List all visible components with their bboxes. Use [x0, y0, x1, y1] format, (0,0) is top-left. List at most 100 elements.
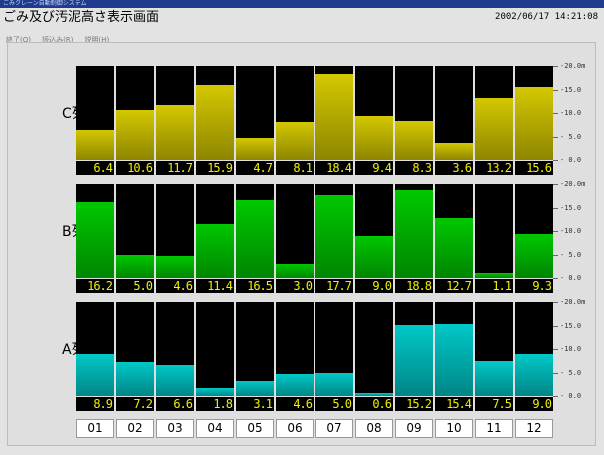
bar-b-12: [515, 184, 553, 278]
menu-bar: 終了(Q) 読込み(R) 説明(H): [6, 27, 115, 44]
bar-c-07: [315, 66, 353, 160]
bar-a-11: [475, 302, 513, 396]
bar-b-07: [315, 184, 353, 278]
bar-fill: [196, 85, 234, 160]
menu-help[interactable]: 説明(H): [84, 36, 110, 44]
bar-b-08: [355, 184, 393, 278]
bar-c-08: [355, 66, 393, 160]
readout-value: 15.6: [526, 161, 552, 175]
readout-c-08: 9.4: [355, 161, 393, 175]
bar-c-01: [76, 66, 114, 160]
readout-c-11: 13.2: [475, 161, 513, 175]
bar-chart-panel: C列 6.4 10.6 11.7 15.9 4.7 8.1 18.4 9.4 8.3 3.6 13.2…: [7, 42, 596, 446]
readout-value: 9.0: [532, 397, 552, 411]
readout-c-10: 3.6: [435, 161, 473, 175]
readout-value: 18.4: [326, 161, 352, 175]
bar-c-12: [515, 66, 553, 160]
bar-a-05: [236, 302, 274, 396]
column-number-12: 12: [515, 419, 553, 438]
readout-a-03: 6.6: [156, 397, 194, 411]
bar-fill: [116, 110, 154, 160]
readout-c-04: 15.9: [196, 161, 234, 175]
readout-value: 13.2: [486, 161, 512, 175]
bar-c-02: [116, 66, 154, 160]
axis-tick: [553, 207, 558, 209]
axis-tick: [553, 325, 558, 327]
bar-fill: [515, 86, 553, 160]
axis-label: - 0.0: [560, 274, 582, 282]
readout-value: 7.2: [133, 397, 153, 411]
bar-fill: [156, 364, 194, 396]
bar-a-01: [76, 302, 114, 396]
menu-load[interactable]: 読込み(R): [42, 36, 74, 44]
readout-value: 3.1: [253, 397, 273, 411]
readout-value: 15.2: [406, 397, 432, 411]
readout-c-07: 18.4: [315, 161, 353, 175]
readout-value: 15.9: [207, 161, 233, 175]
bar-a-12: [515, 302, 553, 396]
bar-c-09: [395, 66, 433, 160]
axis-label: -10.0: [560, 227, 582, 235]
axis-tick: [553, 113, 558, 114]
axis-label: - 5.0: [560, 250, 582, 259]
bar-fill: [515, 353, 553, 396]
bar-b-11: [475, 184, 513, 278]
readout-value: 4.6: [173, 279, 193, 293]
axis-tick: [553, 278, 558, 279]
axis-tick: [553, 66, 558, 67]
bar-b-01: [76, 184, 114, 278]
menu-quit[interactable]: 終了(Q): [6, 36, 31, 44]
readout-value: 9.0: [372, 279, 392, 293]
bar-a-03: [156, 302, 194, 396]
axis-tick: [553, 160, 558, 161]
bar-fill: [116, 362, 154, 396]
bar-fill: [435, 143, 473, 160]
bar-fill: [475, 97, 513, 160]
bar-a-02: [116, 302, 154, 396]
column-number-06: 06: [276, 419, 314, 438]
axis-label: -15.0: [560, 85, 582, 94]
axis-tick: [553, 136, 558, 138]
bar-c-05: [236, 66, 274, 160]
readout-b-04: 11.4: [196, 279, 234, 293]
axis-tick: [553, 231, 558, 232]
bar-b-03: [156, 184, 194, 278]
axis-tick: [553, 396, 558, 397]
bar-fill: [395, 189, 433, 278]
bar-fill: [355, 235, 393, 278]
bar-fill: [475, 272, 513, 278]
bar-fill: [395, 324, 433, 396]
readout-value: 10.6: [127, 161, 153, 175]
readout-value: 11.4: [207, 279, 233, 293]
bar-fill: [276, 374, 314, 396]
bar-fill: [156, 105, 194, 160]
bar-fill: [196, 387, 234, 396]
readout-b-02: 5.0: [116, 279, 154, 293]
column-number-08: 08: [355, 419, 393, 438]
bar-b-10: [435, 184, 473, 278]
axis-tick: [553, 184, 558, 185]
readout-a-05: 3.1: [236, 397, 274, 411]
column-number-01: 01: [76, 419, 114, 438]
readout-value: 5.0: [133, 279, 153, 293]
axis-tick: [553, 372, 558, 374]
bar-fill: [116, 254, 154, 278]
bar-a-07: [315, 302, 353, 396]
datetime-display: 2002/06/17 14:21:08: [495, 12, 598, 22]
bar-fill: [315, 73, 353, 160]
readout-c-01: 6.4: [76, 161, 114, 175]
readout-value: 11.7: [167, 161, 193, 175]
bar-b-04: [196, 184, 234, 278]
bar-fill: [355, 115, 393, 160]
readout-value: 4.6: [293, 397, 313, 411]
readout-c-12: 15.6: [515, 161, 553, 175]
screen-title: ごみ及び汚泥高さ表示画面: [3, 10, 160, 25]
readout-a-08: 0.6: [355, 397, 393, 411]
readout-b-11: 1.1: [475, 279, 513, 293]
readout-value: 12.7: [446, 279, 472, 293]
bar-fill: [515, 234, 553, 278]
axis-label: -20.0m: [560, 298, 586, 306]
bar-fill: [76, 201, 114, 278]
bar-c-06: [276, 66, 314, 160]
column-number-02: 02: [116, 419, 154, 438]
